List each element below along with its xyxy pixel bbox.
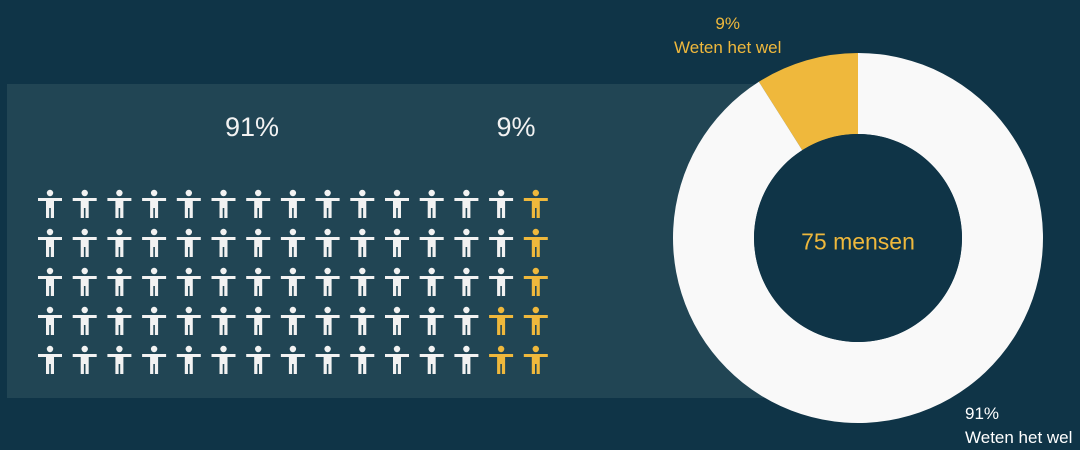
person-icon bbox=[489, 228, 514, 257]
person-icon bbox=[176, 228, 201, 257]
person-icon bbox=[38, 228, 62, 257]
donut-slice-majority bbox=[672, 53, 1043, 423]
person-icon bbox=[315, 228, 340, 257]
person-icon bbox=[350, 345, 375, 374]
donut-minority-category: Weten het wel bbox=[674, 38, 782, 57]
person-icon bbox=[315, 345, 340, 374]
person-icon bbox=[176, 267, 201, 296]
person-icon bbox=[523, 267, 548, 296]
person-icon bbox=[385, 228, 409, 257]
person-icon bbox=[72, 228, 97, 257]
person-icon bbox=[72, 267, 97, 296]
person-icon bbox=[489, 189, 514, 218]
person-icon bbox=[489, 267, 514, 296]
person-icon bbox=[419, 267, 444, 296]
person-icon bbox=[454, 228, 479, 257]
person-icon bbox=[419, 306, 444, 335]
person-icon bbox=[38, 189, 62, 218]
person-icon bbox=[523, 189, 548, 218]
person-icon bbox=[142, 345, 167, 374]
donut-center-label: 75 mensen bbox=[801, 228, 915, 255]
person-icon bbox=[107, 306, 132, 335]
person-icon bbox=[211, 189, 236, 218]
person-icon bbox=[176, 306, 201, 335]
person-icon bbox=[350, 189, 375, 218]
pictogram-majority-percent: 91% bbox=[224, 112, 280, 142]
person-icon bbox=[107, 267, 132, 296]
person-icon bbox=[211, 345, 236, 374]
person-icon bbox=[142, 306, 167, 335]
donut-majority-percent: 91% bbox=[965, 404, 1000, 423]
person-icon bbox=[38, 345, 62, 374]
person-icon bbox=[246, 306, 271, 335]
person-icon bbox=[246, 345, 271, 374]
person-icon bbox=[38, 267, 62, 296]
person-icon bbox=[419, 345, 444, 374]
person-icon bbox=[211, 306, 236, 335]
person-icon bbox=[246, 189, 271, 218]
person-icon bbox=[350, 267, 375, 296]
person-icon bbox=[419, 189, 444, 218]
person-icon bbox=[315, 306, 340, 335]
person-icon bbox=[280, 267, 305, 296]
pictogram-minority-percent: 9% bbox=[496, 112, 536, 142]
donut-minority-percent: 9% bbox=[715, 14, 740, 33]
person-icon bbox=[523, 306, 548, 335]
person-icon bbox=[315, 189, 340, 218]
donut-majority-label: 91% Weten het wel bbox=[965, 402, 1072, 450]
person-icon bbox=[246, 228, 271, 257]
person-icon bbox=[142, 189, 167, 218]
person-icon bbox=[385, 345, 409, 374]
person-icon bbox=[350, 228, 375, 257]
person-icon bbox=[38, 306, 62, 335]
person-icon bbox=[142, 267, 167, 296]
person-icon bbox=[176, 345, 201, 374]
person-icon bbox=[72, 189, 97, 218]
person-icon bbox=[454, 306, 479, 335]
person-icon bbox=[72, 345, 97, 374]
person-icon bbox=[385, 306, 409, 335]
person-icon bbox=[107, 228, 132, 257]
person-icon bbox=[72, 306, 97, 335]
donut-hole bbox=[754, 134, 962, 342]
person-icon bbox=[280, 306, 305, 335]
person-icon bbox=[211, 228, 236, 257]
donut-minority-label: 9% Weten het wel bbox=[674, 12, 781, 60]
person-icon bbox=[385, 267, 409, 296]
person-icon bbox=[523, 228, 548, 257]
person-icon bbox=[350, 306, 375, 335]
person-icon bbox=[280, 228, 305, 257]
person-icon bbox=[454, 189, 479, 218]
person-icon bbox=[280, 189, 305, 218]
person-icon bbox=[107, 345, 132, 374]
person-icon bbox=[107, 189, 132, 218]
person-icon bbox=[246, 267, 271, 296]
person-icon bbox=[419, 228, 444, 257]
donut-slice-minority bbox=[758, 53, 858, 151]
person-icon bbox=[280, 345, 305, 374]
person-icon bbox=[315, 267, 340, 296]
person-icon bbox=[489, 345, 514, 374]
person-icon bbox=[142, 228, 167, 257]
person-icon bbox=[211, 267, 236, 296]
person-icon bbox=[454, 267, 479, 296]
person-icon bbox=[385, 189, 409, 218]
donut-majority-category: Weten het wel bbox=[965, 428, 1073, 447]
person-icon bbox=[489, 306, 514, 335]
person-icon bbox=[176, 189, 201, 218]
person-icon bbox=[523, 345, 548, 374]
person-icon bbox=[454, 345, 479, 374]
